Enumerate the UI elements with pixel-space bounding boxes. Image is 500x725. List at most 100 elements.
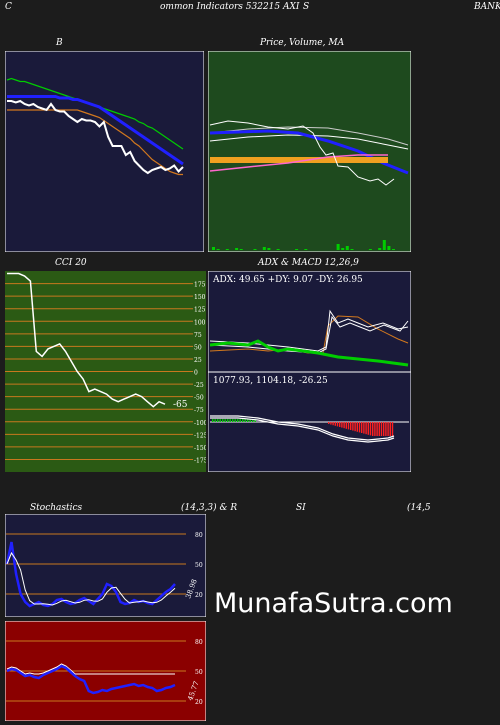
macd-hist-bar-pos: [247, 419, 249, 422]
macd-hist-bar-pos: [229, 419, 231, 422]
volume-bar: [253, 249, 257, 250]
price-ma-chart: [208, 51, 411, 252]
cci-tick-label: -75: [194, 407, 204, 414]
adx-label: ADX: 49.65 +DY: 9.07 -DY: 26.95: [212, 275, 363, 285]
cci-last-label: -65: [173, 400, 188, 410]
macd-hist-bar: [380, 422, 383, 436]
macd-hist-bar: [365, 422, 367, 435]
macd-hist-bar-pos: [234, 419, 236, 422]
volume-bar: [341, 248, 345, 250]
macd-line: [210, 415, 395, 441]
macd-hist-bar-pos: [239, 419, 241, 422]
macd-hist-bar: [361, 422, 363, 433]
adx-chart: ADX: 49.65 +DY: 9.07 -DY: 26.95: [208, 271, 411, 372]
macd-hist-bar-pos: [232, 419, 234, 422]
stoch-grid-tick: 20: [195, 592, 203, 599]
macd-hist-bar: [347, 422, 350, 430]
cci-chart: 175 150 125 100 75 50 25 0 -25 -50 -75 -100 -125 -150…: [5, 271, 206, 472]
rsi-grid-tick: 20: [195, 699, 203, 706]
volume-bar: [336, 244, 340, 250]
macd-hist-bar: [374, 422, 376, 436]
adx-white-a: [209, 309, 409, 352]
volume-bar: [350, 249, 354, 250]
ma-line-white-2: [209, 134, 409, 150]
macd-hist-bar: [378, 422, 380, 436]
bollinger-price-line: [7, 99, 184, 175]
volume-bar: [212, 247, 215, 250]
cci-tick-label: 50: [194, 344, 202, 351]
macd-hist-bar: [336, 422, 339, 427]
bollinger-chart: [5, 51, 204, 252]
macd-hist-bar-pos: [237, 419, 239, 422]
rsi-grid-tick: 80: [195, 639, 203, 646]
macd-hist-bar-pos: [242, 419, 244, 422]
adx-line: [209, 339, 409, 367]
macd-hist-bar: [330, 422, 332, 425]
bollinger-title: B: [56, 38, 63, 48]
macd-hist-bar: [356, 422, 358, 432]
ma-band-orange: [210, 157, 388, 163]
rsi-params: (14,5: [407, 503, 431, 513]
macd-hist-bar: [367, 422, 369, 435]
volume-ma-title: Volume, MA: [289, 38, 345, 48]
stochastics-params: (14,3,3) & R: [181, 503, 238, 513]
macd-hist-bar: [363, 422, 365, 434]
header-s: S: [303, 2, 310, 12]
macd-hist-bar: [385, 422, 387, 436]
volume-bar: [304, 249, 308, 250]
macd-hist-bar-pos: [222, 419, 224, 422]
volume-bar: [239, 249, 243, 250]
macd-hist-bar: [343, 422, 345, 429]
cci-tick-label: 125: [194, 307, 206, 314]
macd-hist-bar-pos: [249, 419, 251, 422]
volume-bar: [262, 247, 266, 250]
macd-hist-bar-pos: [217, 419, 219, 422]
volume-bar: [225, 249, 229, 250]
macd-hist-bar: [345, 422, 347, 429]
macd-hist-bar: [376, 422, 378, 436]
rsi-grid-tick: 50: [195, 669, 203, 676]
bollinger-middle-line: [7, 95, 184, 166]
macd-hist-bar-pos: [214, 419, 216, 422]
macd-hist-bar: [341, 422, 343, 428]
macd-hist-bar: [350, 422, 352, 430]
price-line: [209, 120, 395, 186]
adx-plusdi: [209, 315, 409, 354]
macd-label: 1077.93, 1104.18, -26.25: [213, 376, 328, 386]
macd-hist-bar-pos: [254, 419, 256, 422]
macd-hist-bar: [372, 422, 374, 436]
macd-hist-bar: [352, 422, 354, 431]
macd-hist-bar: [334, 422, 336, 426]
cci-tick-label: -25: [194, 382, 204, 389]
macd-hist-bar: [328, 422, 330, 424]
volume-bar: [295, 249, 299, 250]
macd-signal: [210, 417, 395, 443]
adx-macd-title: ADX & MACD 12,26,9: [258, 258, 359, 268]
macd-hist-bar: [383, 422, 385, 436]
volume-bar: [382, 240, 386, 250]
volume-bar: [392, 249, 395, 250]
macd-hist-bar-pos: [252, 419, 254, 422]
cci-tick-label: 25: [194, 357, 202, 364]
macd-hist-bar: [339, 422, 341, 427]
cci-line: [7, 272, 166, 408]
macd-hist-bar-pos: [227, 419, 229, 422]
rsi-white-line: [6, 663, 175, 675]
bollinger-lower-line: [7, 109, 183, 176]
macd-hist-bar: [354, 422, 356, 432]
cci-tick-label: -50: [194, 395, 204, 402]
macd-hist-bar-pos: [219, 419, 221, 422]
rsi-title: SI: [296, 503, 306, 513]
macd-hist-bar: [358, 422, 361, 433]
cci-tick-label: 75: [194, 332, 202, 339]
macd-hist-bar-pos: [244, 419, 246, 422]
header-right: BANK: [474, 2, 500, 12]
cci-tick-label: 100: [194, 319, 206, 326]
cci-title: CCI 20: [55, 258, 87, 268]
cci-tick-label: -175: [194, 457, 206, 464]
macd-hist-bar: [369, 422, 372, 436]
stochastics-title: Stochastics: [30, 503, 83, 513]
macd-hist-bar-pos: [212, 419, 214, 422]
